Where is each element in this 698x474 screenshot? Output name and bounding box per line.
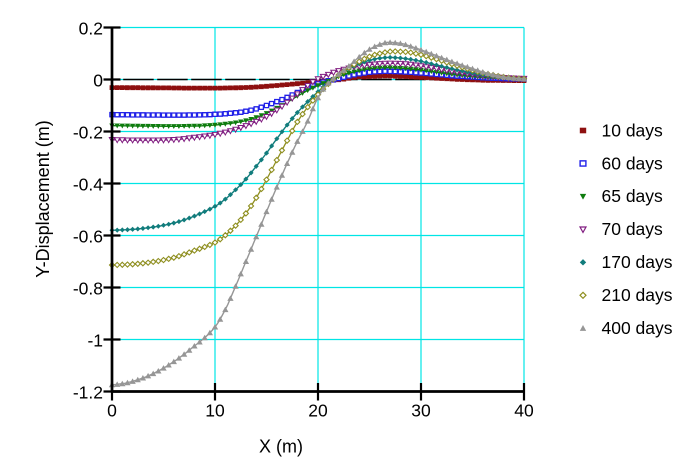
svg-text:170 days: 170 days bbox=[602, 252, 673, 272]
svg-text:60 days: 60 days bbox=[602, 153, 664, 173]
svg-text:X (m): X (m) bbox=[259, 437, 303, 457]
svg-text:-0.2: -0.2 bbox=[73, 123, 103, 143]
svg-text:-0.6: -0.6 bbox=[73, 227, 103, 247]
svg-text:20: 20 bbox=[308, 400, 328, 420]
svg-text:65 days: 65 days bbox=[602, 186, 664, 206]
svg-text:-1: -1 bbox=[87, 331, 103, 351]
svg-text:Y-Displacement (m): Y-Displacement (m) bbox=[33, 120, 53, 277]
svg-text:-0.4: -0.4 bbox=[73, 175, 103, 195]
svg-text:30: 30 bbox=[411, 400, 431, 420]
svg-text:210 days: 210 days bbox=[602, 285, 673, 305]
svg-text:0: 0 bbox=[93, 71, 103, 91]
svg-text:0: 0 bbox=[107, 400, 117, 420]
svg-text:-1.2: -1.2 bbox=[73, 383, 103, 403]
svg-text:0.2: 0.2 bbox=[79, 19, 103, 39]
svg-text:400 days: 400 days bbox=[602, 318, 673, 338]
svg-text:10 days: 10 days bbox=[602, 120, 664, 140]
svg-text:-0.8: -0.8 bbox=[73, 279, 103, 299]
svg-text:10: 10 bbox=[205, 400, 225, 420]
svg-text:40: 40 bbox=[514, 400, 534, 420]
svg-text:70 days: 70 days bbox=[602, 219, 664, 239]
